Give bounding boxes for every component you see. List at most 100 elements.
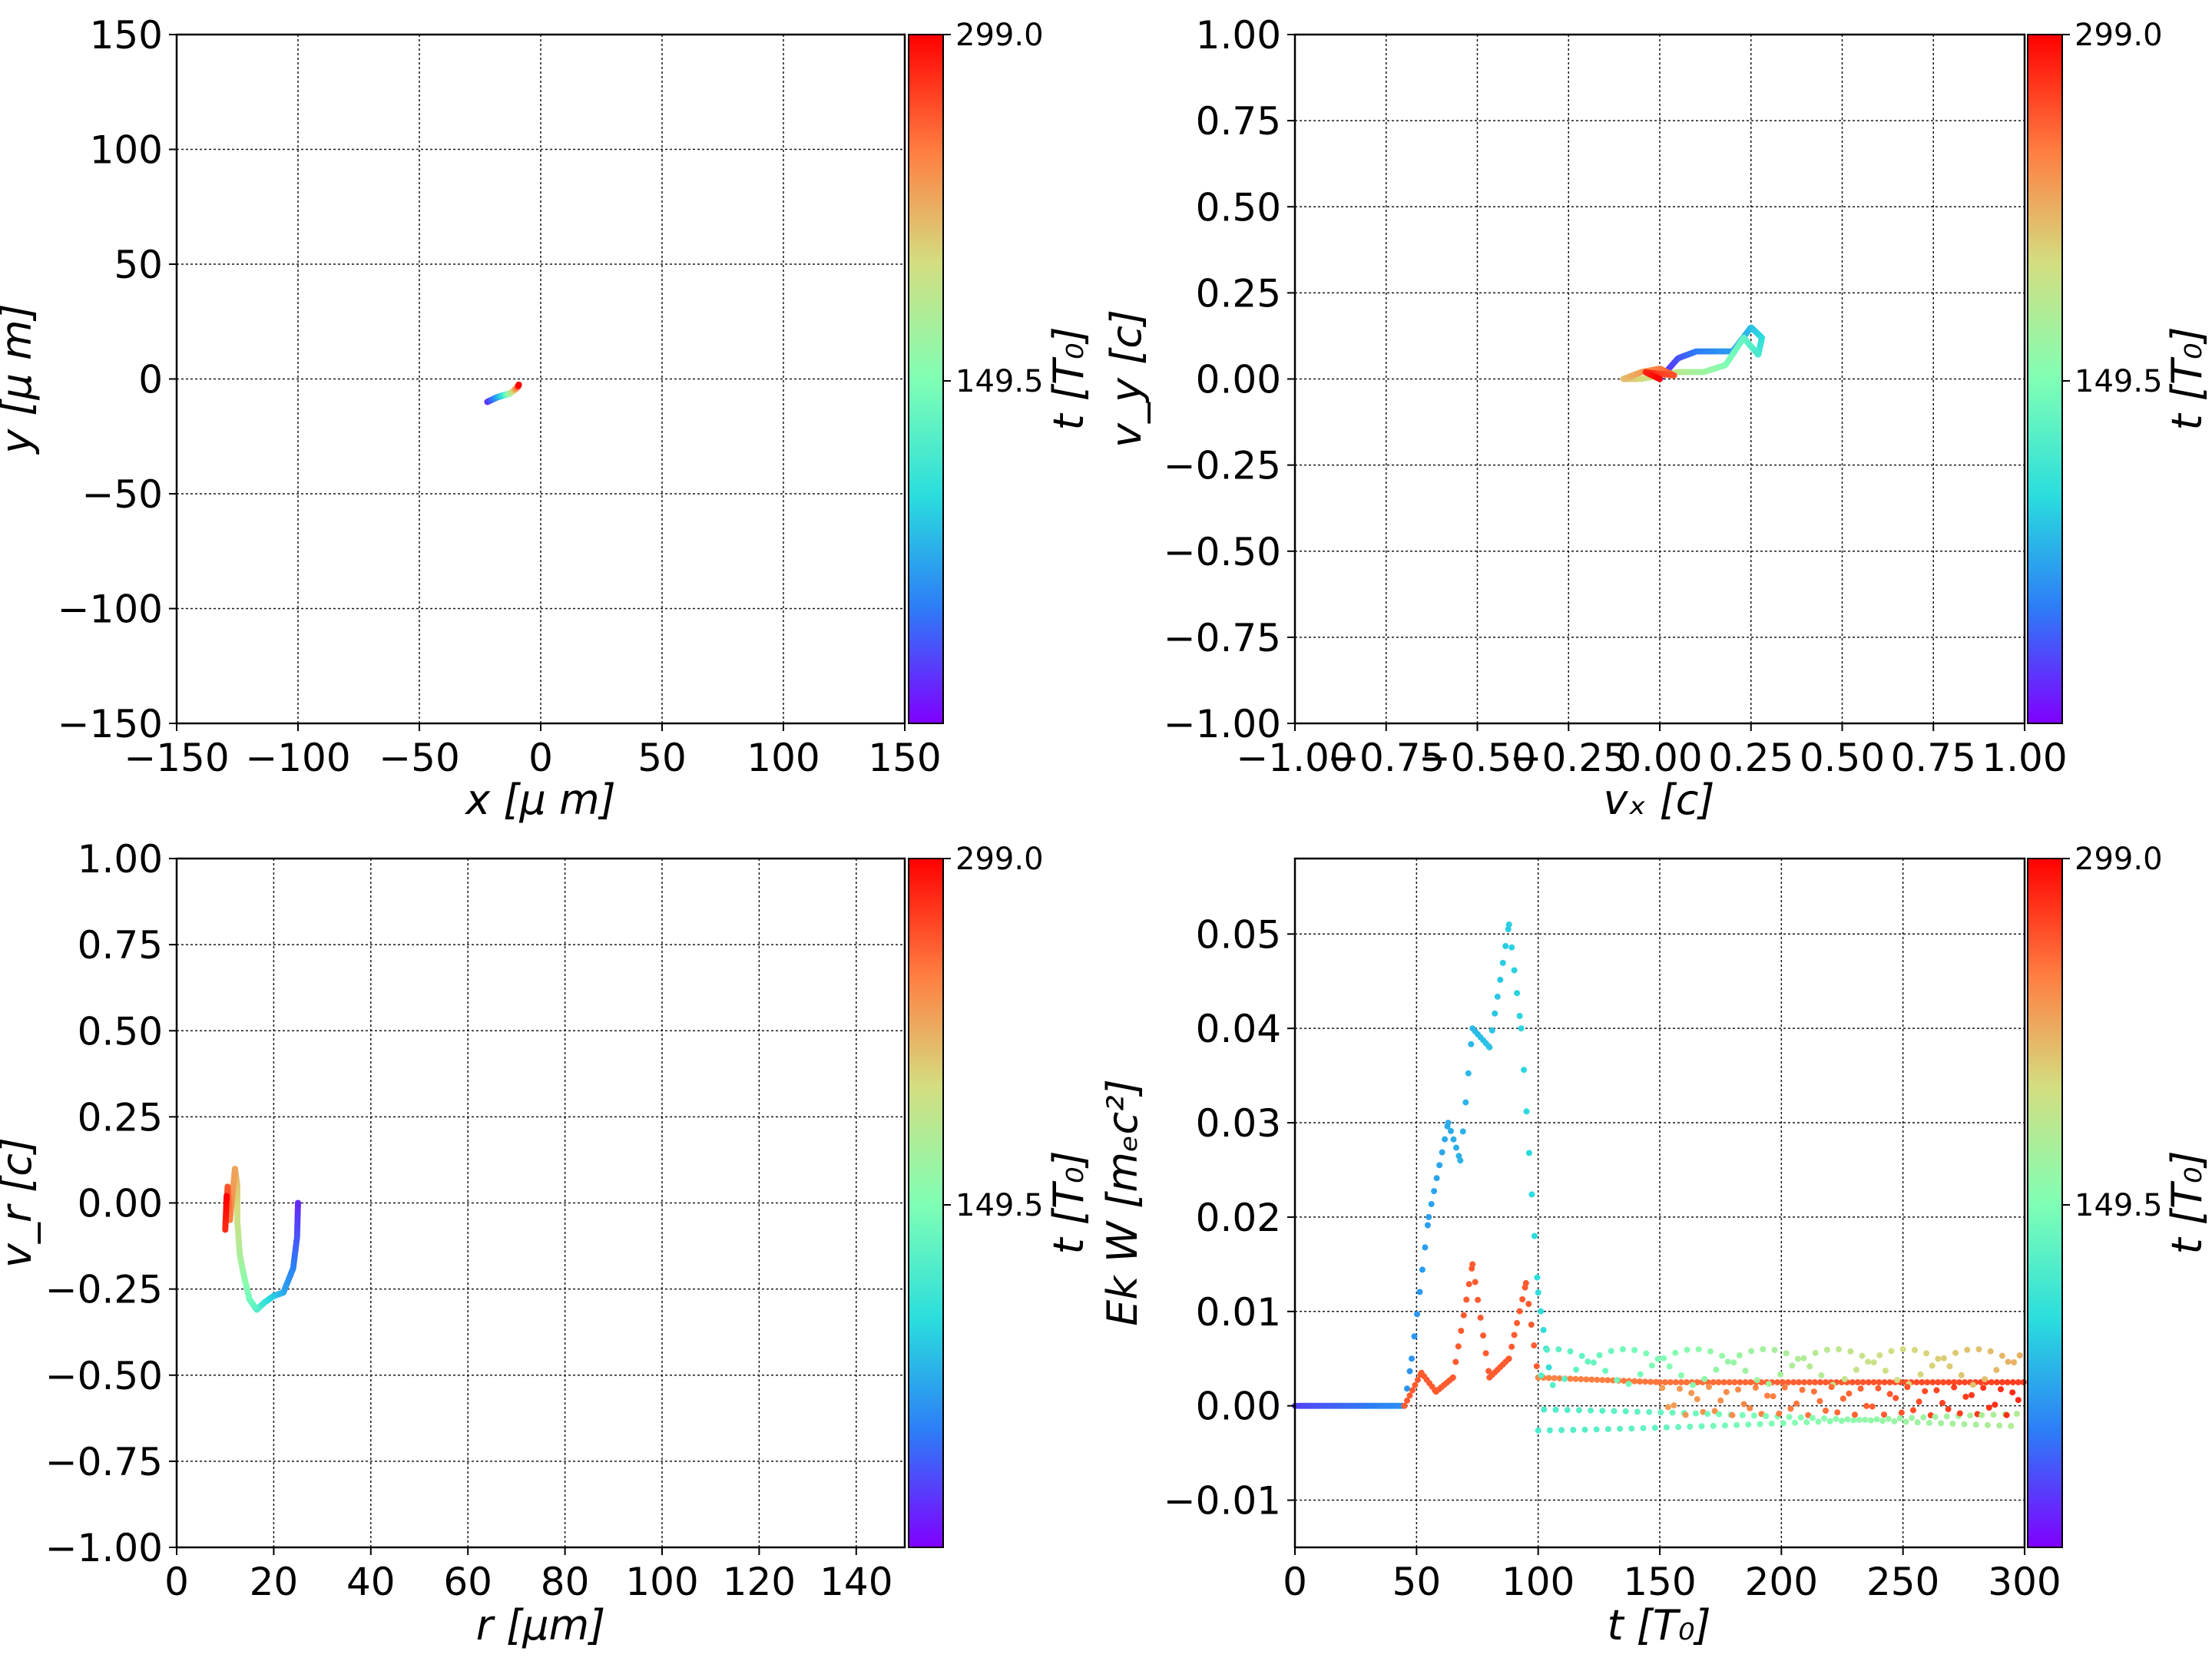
- x-axis-label: vₓ [c]: [1604, 776, 1715, 824]
- data-point: [1920, 1414, 1927, 1421]
- data-point: [1980, 1385, 1987, 1391]
- data-point: [1850, 1417, 1857, 1424]
- data-point: [1657, 1379, 1663, 1385]
- y-tick-label: 0: [138, 358, 163, 402]
- data-point: [1757, 1421, 1763, 1428]
- data-point: [1913, 1379, 1920, 1385]
- data-point: [1875, 1385, 1882, 1391]
- data-point: [1458, 1328, 1465, 1334]
- data-point: [1583, 1376, 1590, 1383]
- colorbar-label: t [T₀]: [2163, 1150, 2211, 1254]
- data-point: [1531, 1342, 1538, 1348]
- y-tick-label: −100: [58, 587, 163, 632]
- data-point: [1780, 1379, 1786, 1385]
- x-tick-label: −150: [124, 736, 229, 780]
- data-point: [1578, 1376, 1584, 1382]
- data-point: [1449, 1374, 1456, 1381]
- data-point: [1996, 1422, 2003, 1429]
- data-point: [1534, 1274, 1541, 1281]
- data-point: [1823, 1408, 1829, 1414]
- colorbar-tick-mid: 149.5: [2075, 364, 2163, 399]
- data-point: [1637, 1378, 1643, 1385]
- data-point: [1581, 1426, 1588, 1433]
- x-tick-label: 60: [443, 1560, 492, 1604]
- y-tick-label: 0.75: [1196, 99, 1281, 144]
- data-point: [1774, 1379, 1781, 1385]
- data-point: [1551, 1375, 1558, 1381]
- data-point: [1663, 1424, 1670, 1431]
- data-point: [1876, 1379, 1883, 1385]
- x-tick-label: 150: [868, 736, 941, 780]
- tick-labels: 0 20 40 60 80 100 120 140 −1.00 −0.75 −0.50 −0.25 0.…: [45, 837, 893, 1604]
- data-point: [1972, 1421, 1979, 1428]
- data-point: [1806, 1363, 1813, 1370]
- data-point: [1596, 1352, 1603, 1358]
- data-point: [1844, 1416, 1851, 1423]
- x-tick-label: 150: [1623, 1560, 1696, 1604]
- data-point: [1604, 1426, 1611, 1432]
- data-point: [1508, 944, 1515, 951]
- colorbar-tick-mid: 149.5: [955, 1188, 1044, 1223]
- data-point: [1667, 1379, 1674, 1385]
- x-tick-label: 1.00: [1982, 736, 2067, 780]
- data-point: [1862, 1416, 1869, 1423]
- y-axis-label: y [μ m]: [0, 303, 41, 455]
- data-point: [1468, 1041, 1475, 1047]
- data-point: [1436, 1162, 1443, 1169]
- y-tick-label: 0.00: [1196, 358, 1281, 402]
- data-point: [1588, 1407, 1594, 1414]
- data-point: [1740, 1401, 1747, 1408]
- x-tick-label: −50: [379, 736, 460, 780]
- colorbar-tick-max: 299.0: [2075, 842, 2163, 877]
- data-point: [1838, 1418, 1845, 1424]
- data-point: [1856, 1417, 1863, 1423]
- data-point: [1715, 1379, 1722, 1385]
- data-point: [1538, 1308, 1545, 1315]
- data-point: [1675, 1424, 1682, 1431]
- data-point: [1859, 1352, 1866, 1359]
- y-tick-label: −1.00: [45, 1526, 163, 1570]
- data-point: [1545, 1364, 1552, 1371]
- panel-r-vr: 0 20 40 60 80 100 120 140 −1.00 −0.75 −0.50 −0.25 0.…: [0, 837, 1093, 1649]
- data-point: [1684, 1346, 1690, 1353]
- data-point: [1497, 976, 1504, 983]
- data-point: [1998, 1352, 2005, 1359]
- data-point: [1939, 1400, 1945, 1406]
- data-point: [1469, 1261, 1476, 1268]
- tick-labels: −1.00−0.75−0.50−0.250.00 0.25 0.50 0.75 1.00…: [1164, 13, 2068, 780]
- data-point: [1886, 1379, 1893, 1385]
- y-tick-label: 150: [90, 13, 163, 58]
- data-point: [1540, 1326, 1547, 1333]
- data-point: [1716, 1411, 1723, 1418]
- data-point: [1815, 1418, 1822, 1425]
- data-point: [1651, 1424, 1658, 1431]
- data-point: [1929, 1362, 1936, 1369]
- colorbar: 299.0 149.5 t [T₀]: [908, 842, 1093, 1548]
- data-point: [1672, 1379, 1679, 1385]
- data-point: [1881, 1411, 1887, 1418]
- data-point: [1909, 1415, 1916, 1421]
- data-point: [1544, 1346, 1551, 1353]
- data-point: [1453, 1144, 1459, 1151]
- data-point: [224, 1193, 230, 1199]
- y-tick-label: 0.50: [78, 1009, 163, 1054]
- data-point: [1573, 1366, 1580, 1373]
- data-point: [1593, 1426, 1600, 1433]
- data-point: [1753, 1377, 1760, 1384]
- data-point: [1961, 1421, 1968, 1428]
- data-point: [1459, 1128, 1466, 1135]
- x-tick-label: 250: [1866, 1560, 1939, 1604]
- data-point: [1821, 1415, 1828, 1422]
- colorbar-label: t [T₀]: [2163, 326, 2211, 430]
- data-point: [1818, 1372, 1825, 1378]
- data-point: [1688, 1390, 1695, 1396]
- trajectory-points: [484, 382, 522, 405]
- data-point: [1984, 1421, 1991, 1428]
- data-point: [1803, 1419, 1810, 1426]
- data-point: [2013, 1411, 2020, 1418]
- data-point: [1812, 1349, 1819, 1356]
- data-point: [1985, 1405, 1992, 1411]
- data-point: [1998, 1379, 2005, 1385]
- panel-t-ek: 0 50 100 150 200 250 300 −0.01 0.00 0.01 0.02 0.03 0…: [1098, 842, 2211, 1649]
- data-point: [1602, 1368, 1609, 1375]
